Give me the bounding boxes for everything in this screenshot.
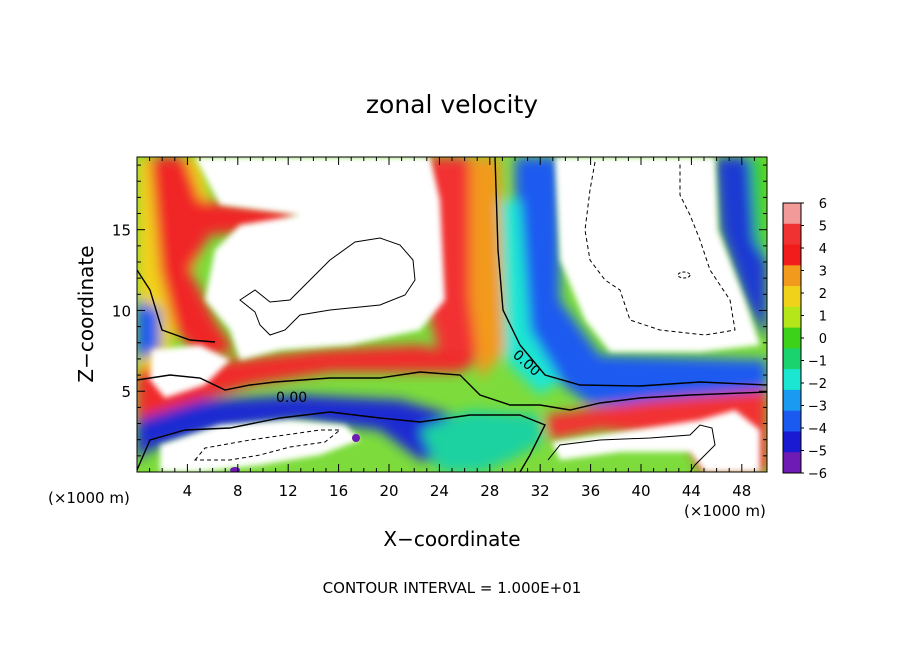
field-green-right-edge [750, 157, 767, 260]
colorbar-swatch [783, 431, 801, 453]
white-region-bottom-left [160, 420, 360, 472]
field-purple-speck [352, 434, 360, 442]
x-unit-label-left: (×1000 m) [48, 489, 130, 507]
x-unit-label-right: (×1000 m) [684, 502, 766, 520]
contour-zero-left [137, 269, 216, 343]
x-tick-label: 16 [329, 482, 348, 500]
x-tick-label: 24 [430, 482, 449, 500]
colorbar-swatch [783, 410, 801, 432]
colorbar-swatch [783, 244, 801, 266]
field-white-regions [150, 157, 760, 472]
colorbar-swatch [783, 452, 801, 474]
field-blue-column [515, 157, 767, 405]
field-blue-band [137, 395, 500, 460]
colorbar-label: 3 [819, 265, 827, 280]
white-region-upper-left [195, 157, 445, 360]
colorbar-swatch [783, 223, 801, 246]
colorbar-swatch [783, 203, 801, 225]
colorbar-label: −5 [808, 445, 827, 460]
velocity-field: 0.00 0.00 [137, 157, 767, 472]
x-tick-label: 32 [531, 482, 550, 500]
x-tick-label: 8 [233, 482, 243, 500]
white-region-left-pocket [150, 345, 230, 398]
x-axis-label: X−coordinate [383, 527, 520, 551]
field-cyan-column [500, 200, 560, 395]
contour-negative-lower-left [193, 429, 342, 461]
field-cyan-bottom [420, 410, 545, 472]
contour-zero-lower [137, 371, 767, 411]
colorbar-label: −4 [808, 422, 827, 437]
x-tick-label: 12 [279, 482, 298, 500]
contour-label-lower: 0.00 [276, 390, 307, 406]
contour-interval-note: CONTOUR INTERVAL = 1.000E+01 [323, 579, 582, 597]
plot-area: 0.00 0.00 [136, 156, 768, 473]
white-region-bottom-right [552, 410, 760, 472]
colorbar-label: 2 [819, 287, 827, 302]
white-region-upper-right [555, 157, 760, 352]
colorbar-swatch [783, 327, 801, 349]
x-tick-label: 28 [480, 482, 499, 500]
contour-negative-speck [677, 271, 691, 279]
contour-positive-loop [239, 237, 416, 336]
y-tick-label: 5 [121, 383, 131, 401]
colorbar-label: 6 [819, 197, 827, 212]
colorbar-label: −3 [808, 400, 827, 415]
colorbar-label: 1 [819, 310, 827, 325]
contour-lines [137, 157, 767, 472]
colorbar-swatch [783, 369, 801, 391]
x-tick-label: 36 [581, 482, 600, 500]
y-tick-label: 15 [112, 222, 131, 240]
field-blue-left-pocket [137, 300, 160, 360]
colorbar-swatch [783, 286, 801, 308]
colorbar: 6 5 4 3 2 1 0 −1 −2 −3 −4 −5 −6 [782, 197, 827, 482]
x-tick-label: 4 [183, 482, 193, 500]
colorbar-swatch [783, 348, 801, 370]
chart-title: zonal velocity [366, 90, 538, 119]
contour-positive-lower-right [547, 424, 716, 472]
x-tick-label: 40 [631, 482, 650, 500]
y-axis: 5 10 15 [112, 164, 767, 457]
contour-zero-bottom [137, 411, 546, 472]
x-axis: 4 8 12 16 20 24 28 32 36 40 44 48 [149, 157, 755, 500]
colorbar-label: −6 [808, 467, 827, 482]
colorbar-label: 5 [819, 220, 827, 235]
x-tick-label: 48 [732, 482, 751, 500]
colorbar-swatch [783, 389, 801, 412]
contour-zero-central [494, 157, 767, 387]
colorbar-label: 4 [819, 242, 827, 257]
contour-negative-right [584, 161, 736, 336]
y-axis-label: Z−coordinate [74, 245, 98, 382]
colorbar-label: 0 [819, 332, 827, 347]
y-tick-label: 10 [112, 302, 131, 320]
colorbar-swatch [783, 265, 801, 287]
colorbar-swatch [783, 306, 801, 329]
x-tick-label: 44 [682, 482, 701, 500]
x-tick-label: 20 [379, 482, 398, 500]
colorbar-label: −1 [808, 355, 827, 370]
colorbar-label: −2 [808, 377, 827, 392]
